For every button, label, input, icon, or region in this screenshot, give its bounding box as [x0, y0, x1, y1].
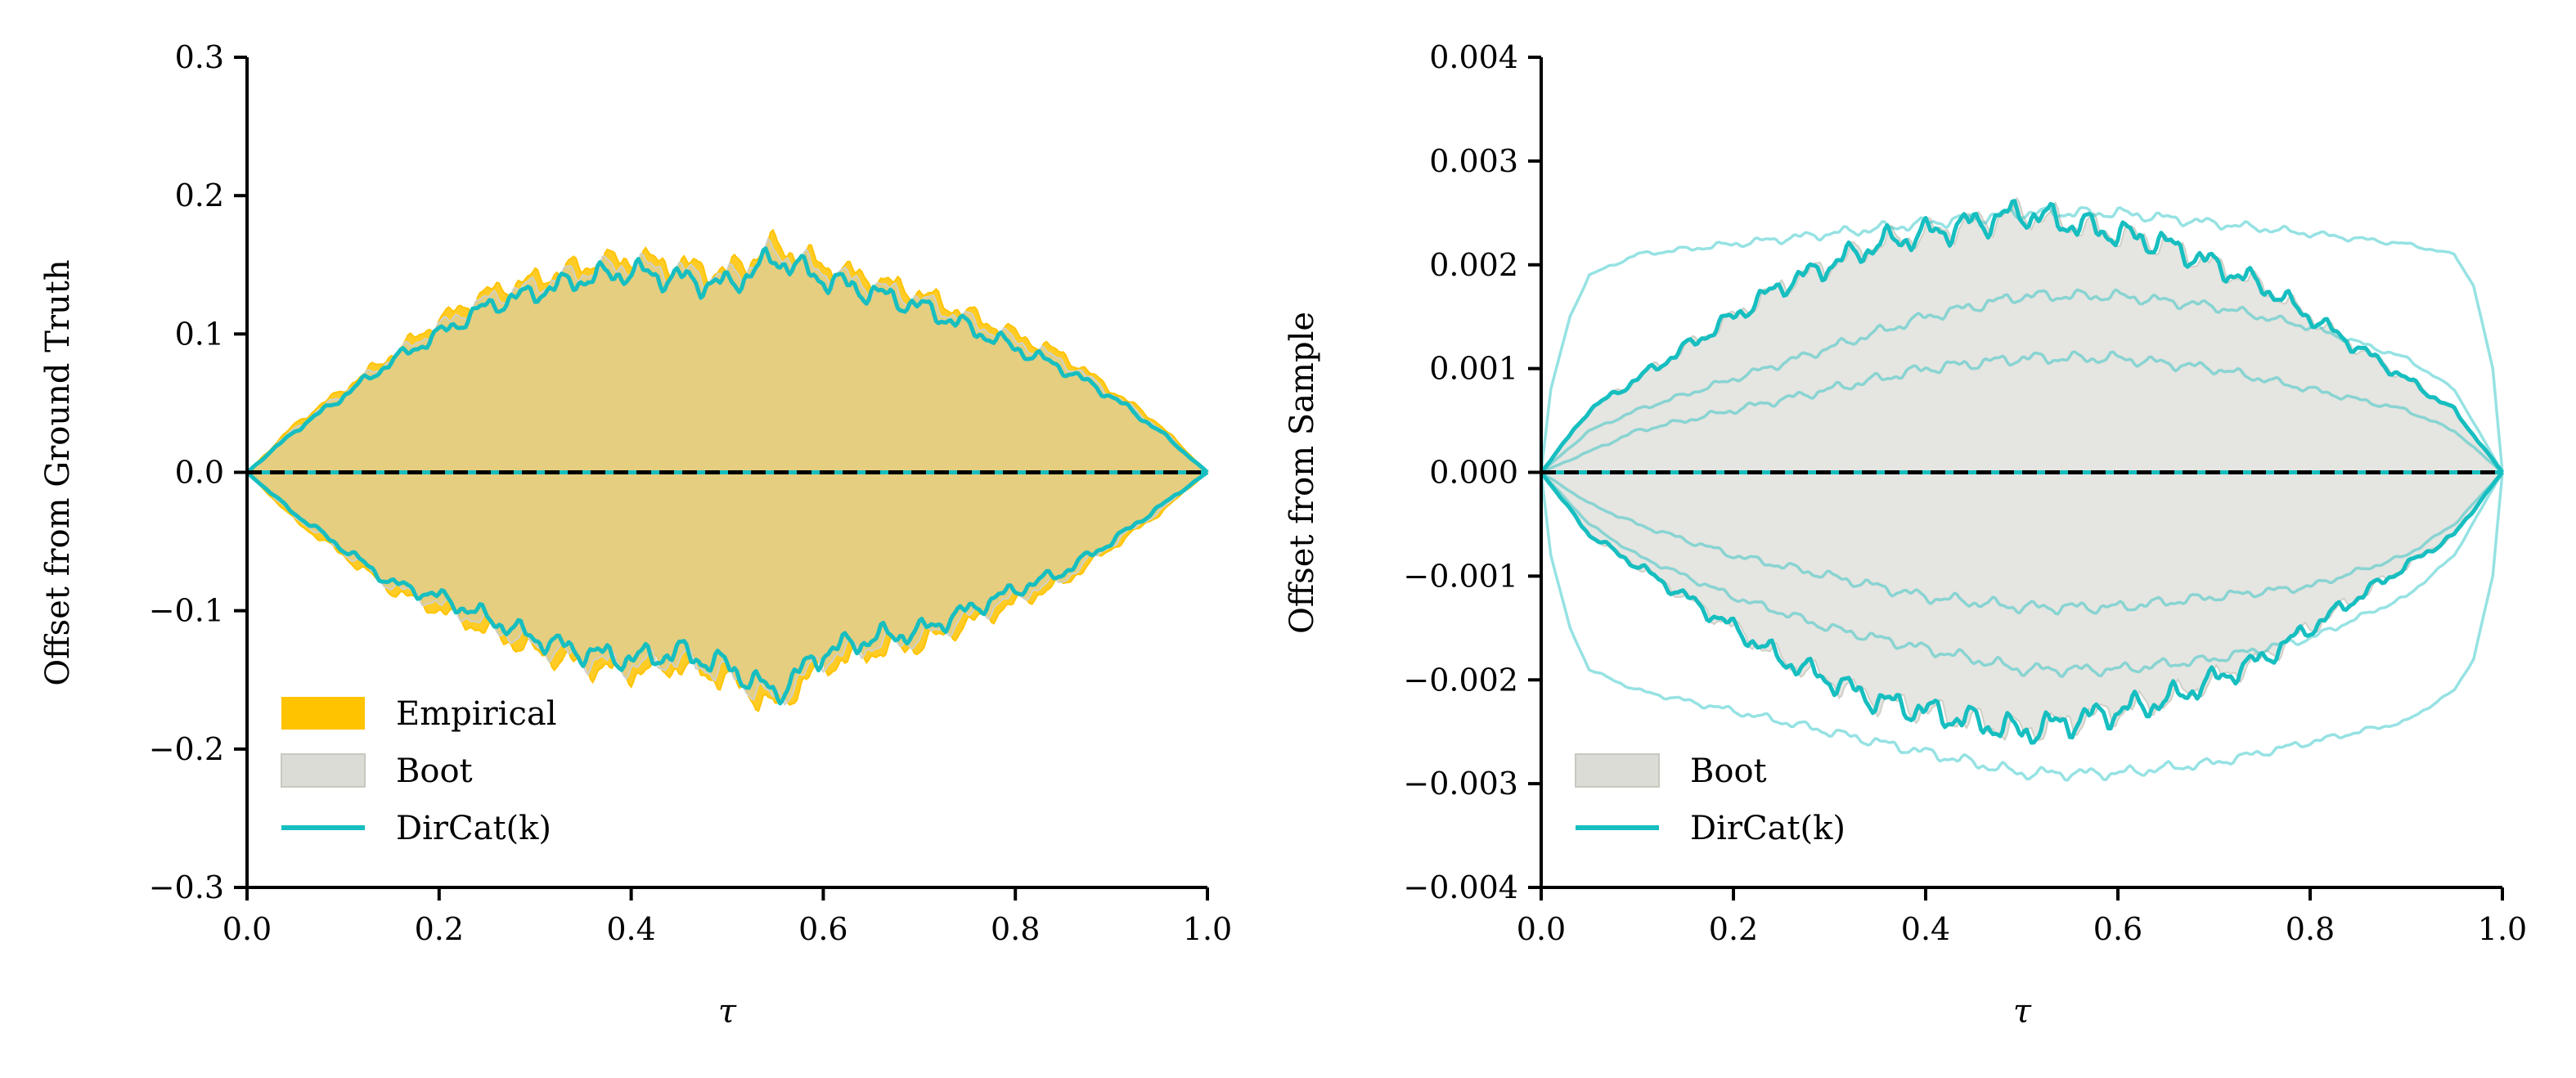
left-y-tick-label: 0.1: [175, 316, 224, 352]
right-line-faint-3-lower: [1540, 471, 2504, 678]
legend-label-empirical: Empirical: [396, 695, 556, 733]
legend-swatch-boot: [281, 753, 366, 788]
right-line-dircat-k-upper: [1540, 199, 2504, 474]
left-x-tick-label: 1.0: [1183, 911, 1232, 947]
right-chart-panel: 0.0 0.2 0.4 0.6 0.8 1.0 −0.004 −0.003 −0.002 −0.0…: [1284, 39, 2527, 1031]
left-line-dircat-k-lower: [245, 470, 1209, 706]
left-y-tick-label: −0.1: [149, 593, 224, 629]
left-chart-panel: 0.0 0.2 0.4 0.6 0.8 1.0 −0.3 −0.2 −0.1 0.0 0.1 0.2 0…: [39, 39, 1232, 1031]
right-y-tick-label: −0.004: [1403, 869, 1518, 905]
left-y-tick-label: 0.2: [175, 177, 224, 213]
right-line-faint-4-upper: [1540, 350, 2504, 474]
legend-swatch-empirical: [281, 697, 365, 730]
right-x-tick-label: 0.8: [2286, 911, 2335, 947]
left-y-tick-label: −0.2: [149, 731, 224, 767]
right-y-tick-label: −0.001: [1403, 558, 1518, 594]
left-y-tick-label: 0.0: [175, 455, 224, 491]
legend-label-boot: Boot: [396, 752, 473, 790]
left-y-axis-label: Offset from Ground Truth: [39, 259, 77, 685]
left-y-tick-label: 0.3: [175, 39, 224, 75]
right-line-faint-4-lower: [1540, 471, 2504, 616]
left-x-axis-label: τ: [718, 993, 737, 1031]
left-axis-ticks: 0.0 0.2 0.4 0.6 0.8 1.0 −0.3 −0.2 −0.1 0.0 0.1 0.2 0…: [149, 39, 1233, 947]
legend-swatch-boot-right: [1575, 753, 1660, 788]
left-x-tick-label: 0.4: [606, 911, 655, 947]
right-x-tick-label: 1.0: [2478, 911, 2527, 947]
legend-label-boot-right: Boot: [1690, 752, 1767, 790]
right-y-axis-label: Offset from Sample: [1284, 312, 1321, 634]
right-x-tick-label: 0.4: [1901, 911, 1950, 947]
right-line-faint-3-upper: [1540, 288, 2504, 474]
right-x-tick-label: 0.0: [1517, 911, 1566, 947]
left-line-dircat-k-upper: [245, 246, 1209, 474]
right-y-tick-label: −0.003: [1403, 766, 1518, 802]
right-y-tick-label: −0.002: [1403, 662, 1518, 698]
right-x-tick-label: 0.6: [2093, 911, 2142, 947]
right-y-tick-label: 0.000: [1429, 455, 1518, 491]
left-legend: Empirical Boot DirCat(k): [281, 695, 556, 847]
left-x-tick-label: 0.0: [223, 911, 272, 947]
right-line-dircat-k-lower: [1539, 470, 2504, 745]
right-x-tick-label: 0.2: [1709, 911, 1758, 947]
right-plot-area: [1539, 196, 2504, 782]
right-y-tick-label: 0.002: [1429, 247, 1518, 283]
right-line-faint-2-lower: [1540, 472, 2504, 782]
right-y-tick-label: 0.004: [1429, 39, 1518, 75]
left-plot-area: [245, 228, 1209, 712]
left-x-tick-label: 0.6: [798, 911, 847, 947]
right-y-tick-label: 0.003: [1429, 143, 1518, 179]
right-x-axis-label: τ: [2013, 993, 2032, 1031]
legend-label-dircat: DirCat(k): [396, 810, 551, 847]
legend-label-dircat-right: DirCat(k): [1690, 810, 1845, 847]
right-line-faint-2-upper: [1540, 205, 2504, 473]
right-y-tick-label: 0.001: [1429, 351, 1518, 387]
right-axis-ticks: 0.0 0.2 0.4 0.6 0.8 1.0 −0.004 −0.003 −0.002 −0.0…: [1403, 39, 2527, 947]
left-x-tick-label: 0.2: [415, 911, 464, 947]
left-x-tick-label: 0.8: [991, 911, 1040, 947]
left-y-tick-label: −0.3: [149, 869, 224, 905]
right-legend: Boot DirCat(k): [1575, 752, 1845, 847]
